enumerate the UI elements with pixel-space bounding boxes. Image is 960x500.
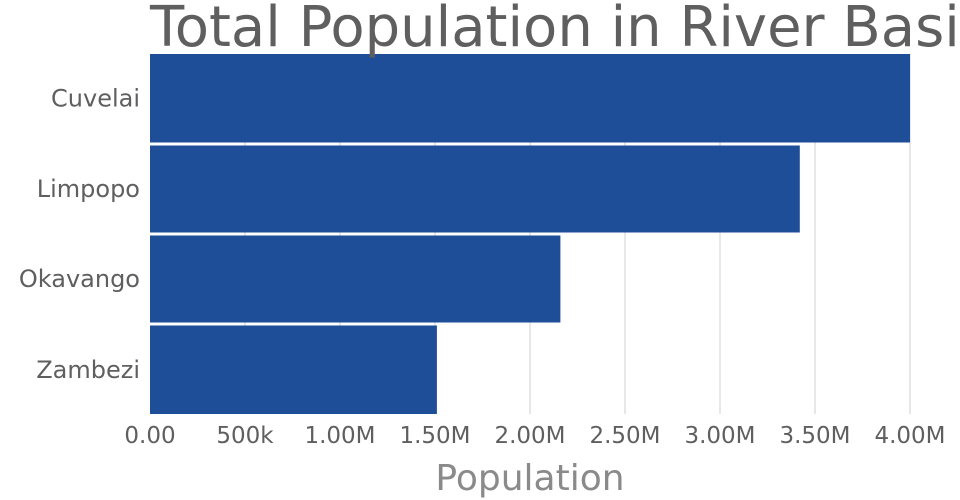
x-tick-label: 1.50M xyxy=(399,423,470,449)
x-tick-label: 500k xyxy=(216,423,274,449)
x-tick-label: 3.50M xyxy=(779,423,850,449)
chart-title: Total Population in River Basins xyxy=(149,0,960,60)
category-label-limpopo: Limpopo xyxy=(37,175,140,203)
bar-cuvelai xyxy=(150,54,910,143)
x-tick-label: 1.00M xyxy=(304,423,375,449)
category-label-cuvelai: Cuvelai xyxy=(51,84,140,112)
category-label-zambezi: Zambezi xyxy=(36,356,140,384)
x-tick-label: 3.00M xyxy=(684,423,755,449)
bar-zambezi xyxy=(150,325,437,414)
x-axis-label: Population xyxy=(435,458,624,499)
x-tick-label: 2.00M xyxy=(494,423,565,449)
label-layer: 0.00 500k 1.00M 1.50M 2.00M 2.50M 3.00M 3.50M 4.… xyxy=(19,84,946,449)
bar-limpopo xyxy=(150,145,800,233)
x-tick-label: 2.50M xyxy=(589,423,660,449)
bar-layer xyxy=(150,54,910,414)
x-tick-label: 0.00 xyxy=(124,423,175,449)
bar-okavango xyxy=(150,235,561,323)
x-tick-label: 4.00M xyxy=(874,423,945,449)
category-label-okavango: Okavango xyxy=(19,265,140,293)
